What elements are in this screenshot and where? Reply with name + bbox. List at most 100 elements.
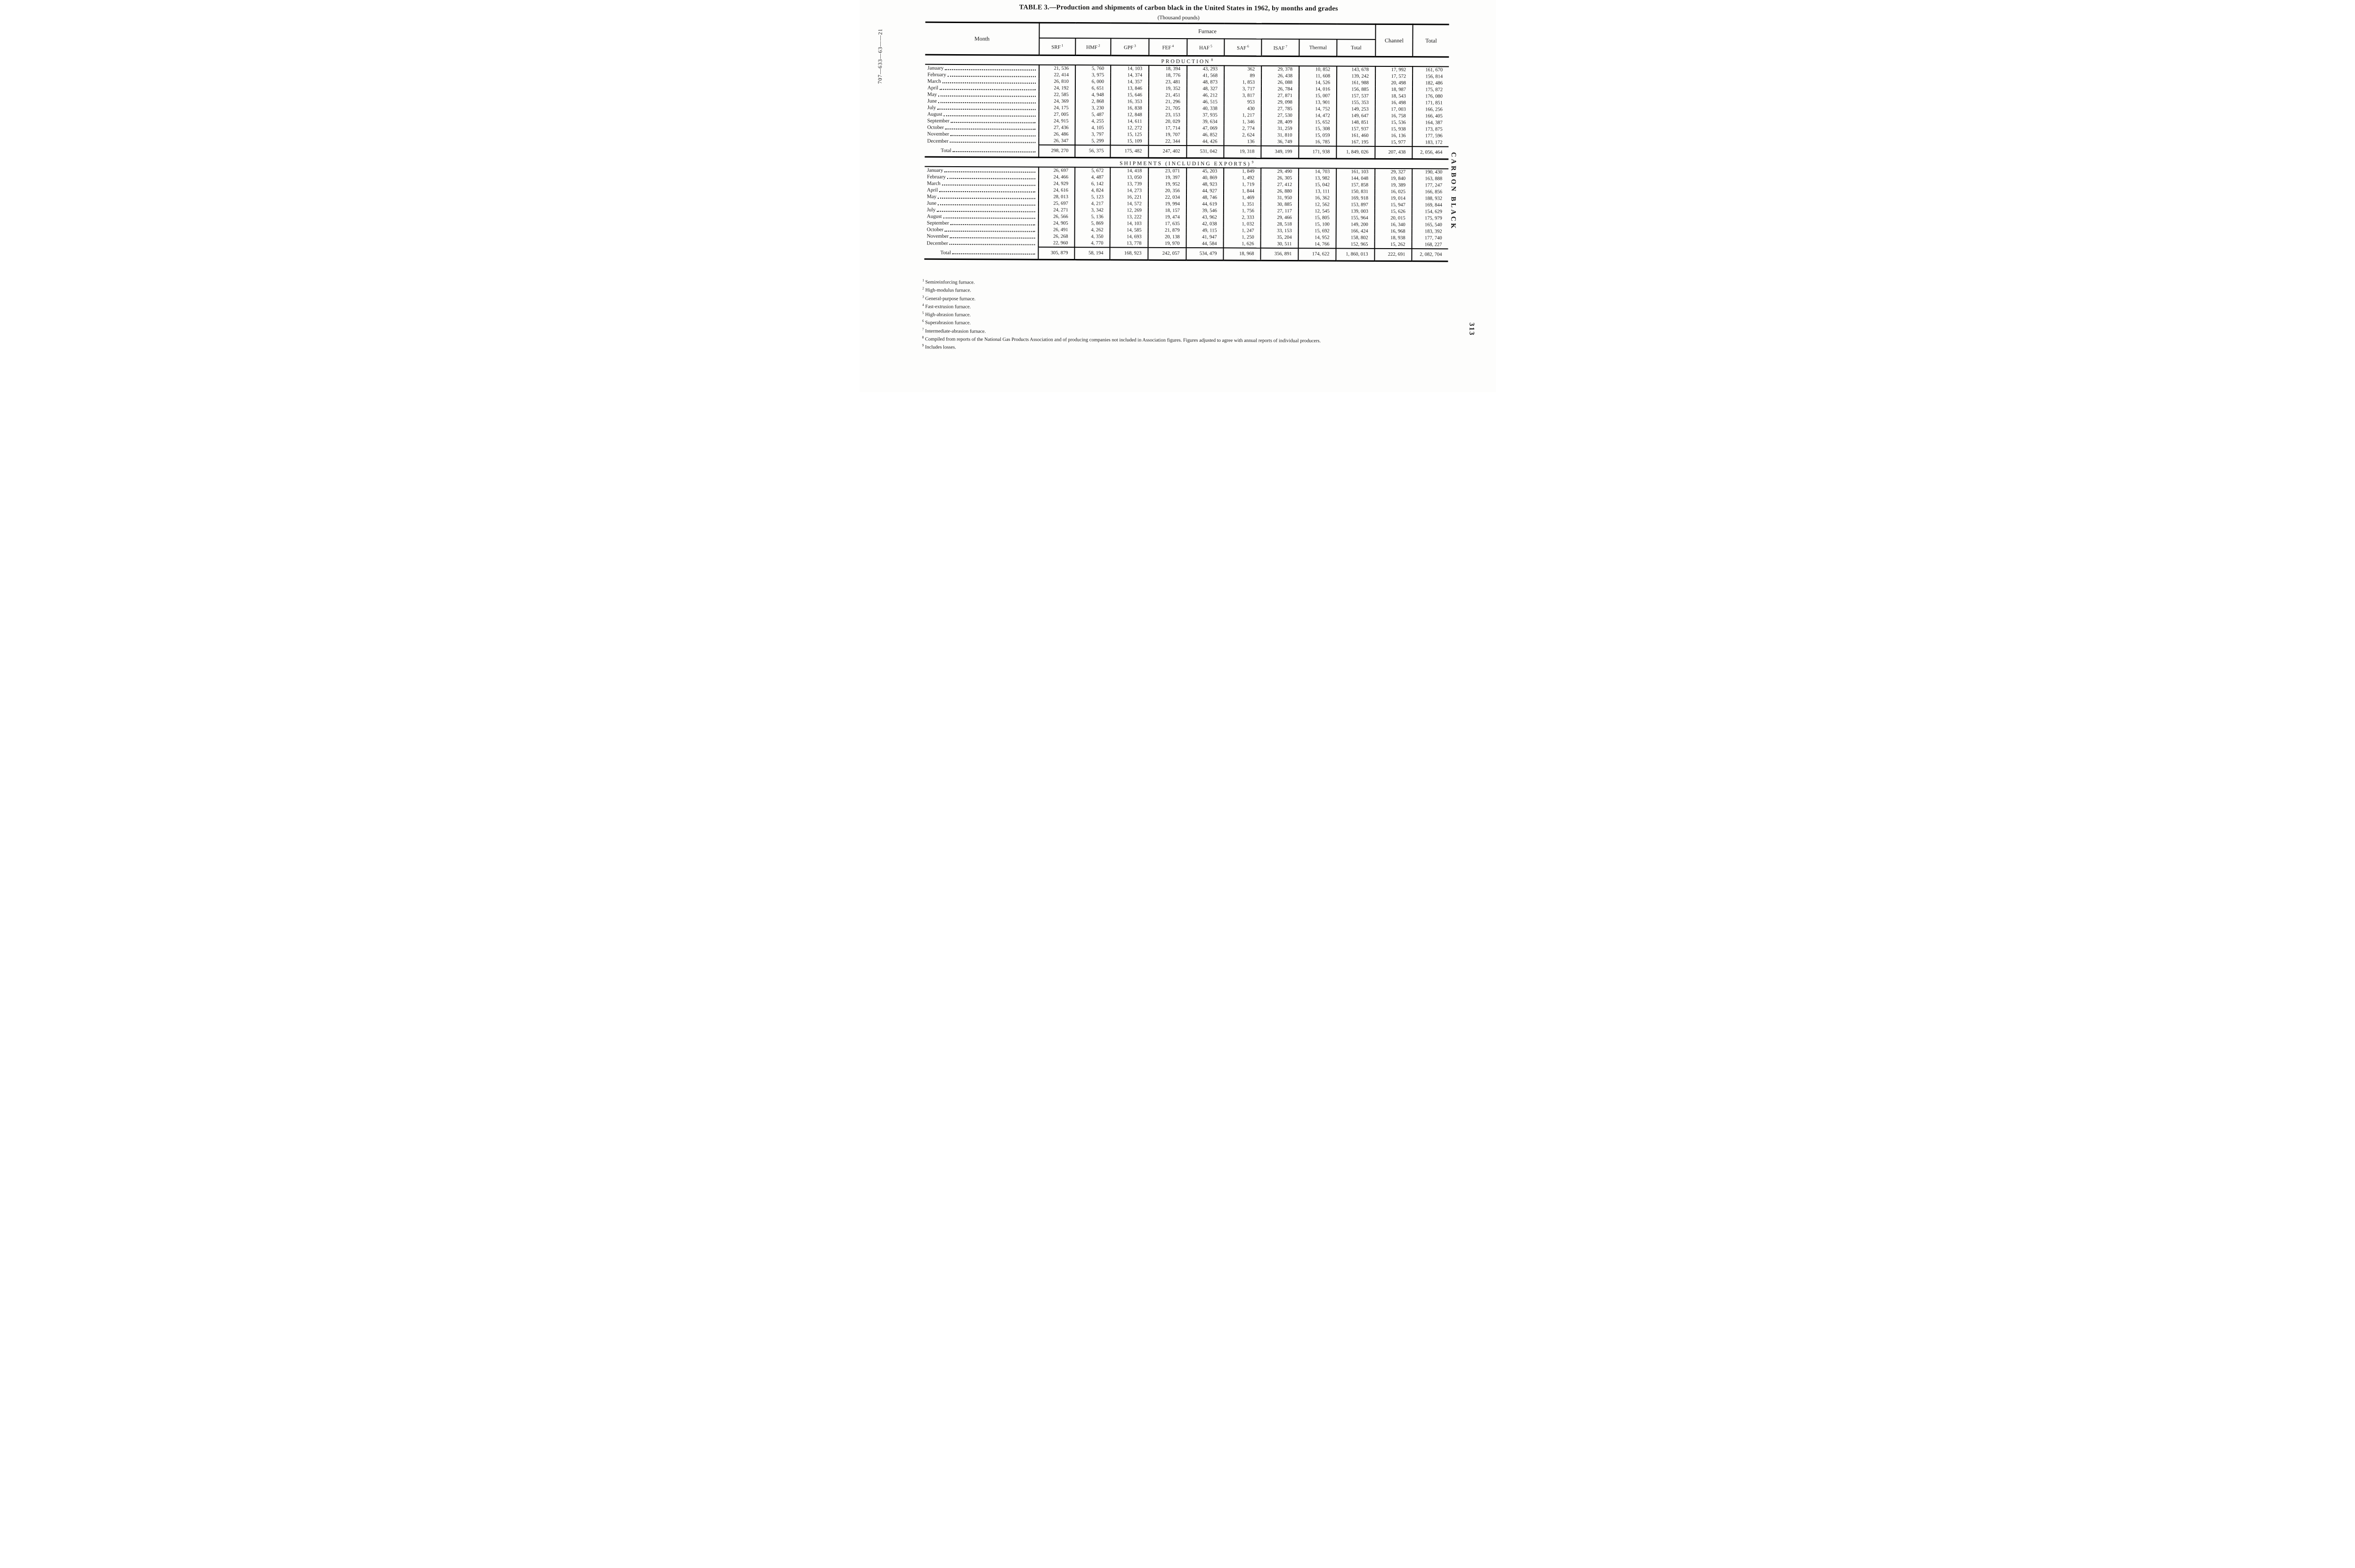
label-text: FEF: [1162, 45, 1171, 51]
production-shipments-table: Month Furnace Channel Total SRF 1 HMF 2 GP…: [924, 21, 1449, 262]
value-cell: 26, 347: [1038, 137, 1075, 145]
month-name: October: [927, 124, 944, 130]
value-cell: 19, 970: [1148, 240, 1186, 248]
print-code-vertical: 707—633—63——21: [877, 28, 884, 84]
total-label: Total: [925, 147, 1038, 154]
value-cell: 31, 259: [1261, 125, 1299, 133]
value-cell: 152, 965: [1336, 241, 1375, 249]
column-header-thermal: Thermal: [1299, 39, 1337, 57]
value-cell: 27, 436: [1039, 124, 1075, 132]
value-cell: 16, 025: [1374, 188, 1412, 196]
dotted-leader: [937, 204, 1035, 206]
value-cell: 143, 678: [1336, 66, 1375, 73]
month-name: November: [926, 233, 949, 239]
value-cell: 139, 242: [1336, 73, 1375, 80]
month-label: August: [924, 214, 1038, 220]
month-label: November: [924, 234, 1038, 240]
value-cell: 23, 481: [1148, 79, 1187, 86]
footnote-marker: 2: [922, 286, 924, 291]
value-cell: 14, 273: [1110, 187, 1148, 194]
month-label-cell: November: [924, 233, 1038, 240]
value-cell: 19, 389: [1374, 182, 1412, 189]
dotted-leader: [943, 217, 1035, 219]
month-name: June: [926, 200, 936, 206]
value-cell: 24, 271: [1038, 207, 1075, 214]
value-cell: 26, 566: [1038, 213, 1075, 221]
value-cell: 14, 418: [1110, 167, 1148, 175]
value-cell: 18, 394: [1148, 65, 1187, 73]
month-label: October: [924, 227, 1038, 233]
column-header-total: Total: [1412, 24, 1449, 57]
value-cell: 21, 879: [1148, 227, 1186, 234]
footnote-marker: 1: [922, 278, 924, 283]
month-label: September: [924, 220, 1038, 226]
value-cell: 139, 003: [1336, 208, 1375, 215]
value-cell: 15, 692: [1298, 228, 1336, 235]
value-cell: 18, 543: [1375, 93, 1413, 100]
value-cell: 16, 221: [1110, 194, 1148, 201]
dotted-leader: [937, 197, 1035, 199]
total-value-cell: 2, 056, 464: [1412, 146, 1448, 160]
month-label-cell: January: [925, 167, 1039, 174]
value-cell: 171, 851: [1412, 100, 1449, 107]
label-text: ISAF: [1273, 45, 1285, 51]
value-cell: 13, 982: [1298, 175, 1336, 182]
value-cell: 24, 929: [1038, 180, 1075, 188]
value-cell: 3, 342: [1074, 207, 1110, 214]
footnote-marker: 3: [1133, 43, 1136, 48]
total-name: Total: [940, 250, 951, 256]
value-cell: 15, 125: [1110, 131, 1149, 138]
value-cell: 22, 414: [1039, 72, 1075, 79]
value-cell: 16, 968: [1374, 228, 1412, 235]
dotted-leader: [950, 141, 1035, 143]
label-text: SHIPMENTS (INCLUDING EXPORTS): [1119, 160, 1251, 167]
month-name: March: [927, 78, 941, 84]
value-cell: 16, 340: [1374, 221, 1412, 229]
total-value-cell: 207, 438: [1374, 146, 1412, 159]
month-label-cell: February: [925, 72, 1039, 79]
value-cell: 22, 960: [1038, 240, 1075, 248]
footnote: 9 Includes losses.: [922, 343, 956, 350]
value-cell: 15, 938: [1375, 126, 1413, 133]
value-cell: 21, 536: [1039, 65, 1075, 73]
value-cell: 48, 923: [1186, 181, 1224, 188]
value-cell: 44, 927: [1186, 188, 1224, 195]
total-value-cell: 531, 042: [1186, 145, 1224, 158]
value-cell: 28, 518: [1260, 221, 1299, 228]
footnote-marker: 5: [922, 310, 924, 315]
value-cell: 136: [1223, 138, 1261, 146]
dotted-leader: [945, 128, 1036, 130]
month-label-cell: May: [925, 91, 1039, 98]
table-body: PRODUCTION 8 January 21, 536 5, 760 14, 103 1…: [924, 55, 1449, 262]
value-cell: 12, 848: [1110, 112, 1149, 119]
value-cell: 5, 487: [1075, 112, 1111, 119]
value-cell: 4, 217: [1074, 201, 1110, 208]
dotted-leader: [950, 237, 1035, 239]
value-cell: 14, 766: [1298, 241, 1336, 249]
month-name: January: [926, 167, 943, 173]
column-header-isaf: ISAF 7: [1261, 39, 1299, 57]
dotted-leader: [942, 82, 1036, 84]
value-cell: 24, 192: [1039, 85, 1075, 92]
value-cell: 15, 100: [1298, 221, 1336, 228]
page-title: TABLE 3.—Production and shipments of car…: [1019, 3, 1338, 13]
value-cell: 168, 227: [1412, 242, 1448, 249]
value-cell: 46, 515: [1186, 99, 1224, 106]
total-value-cell: 242, 057: [1147, 247, 1186, 260]
value-cell: 14, 472: [1299, 113, 1337, 120]
value-cell: 13, 846: [1110, 85, 1149, 92]
label-text: HMF: [1086, 44, 1097, 50]
value-cell: 26, 088: [1261, 79, 1299, 87]
value-cell: 161, 460: [1336, 132, 1375, 139]
value-cell: 41, 947: [1186, 234, 1224, 241]
value-cell: 24, 369: [1039, 98, 1075, 105]
value-cell: 1, 719: [1223, 181, 1261, 188]
value-cell: 39, 546: [1186, 208, 1224, 215]
value-cell: 6, 142: [1074, 181, 1110, 188]
dotted-leader: [952, 151, 1035, 153]
value-cell: 169, 918: [1336, 195, 1375, 202]
value-cell: 190, 430: [1412, 169, 1448, 176]
value-cell: 18, 938: [1374, 234, 1412, 242]
value-cell: 16, 498: [1375, 99, 1413, 107]
value-cell: 13, 778: [1110, 240, 1148, 248]
